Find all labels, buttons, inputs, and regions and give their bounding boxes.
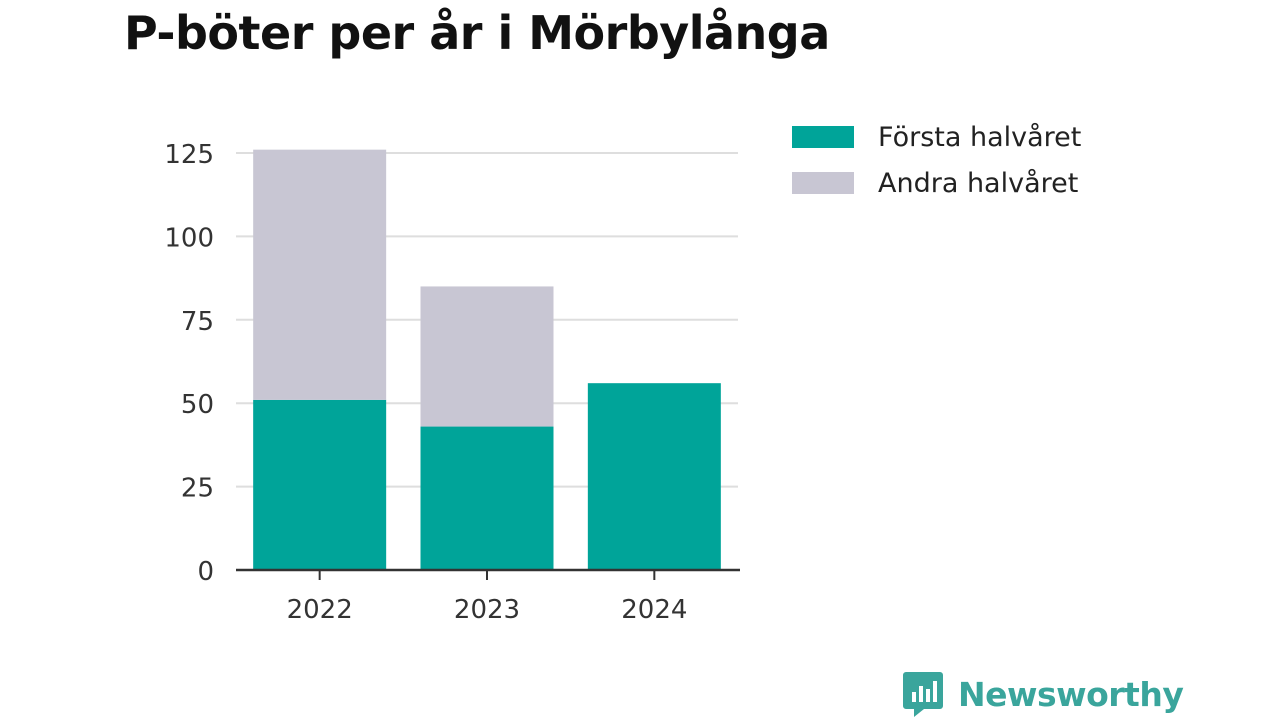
bar-2023-series-1 (420, 426, 554, 570)
brand-logo: Newsworthy (902, 670, 1184, 718)
y-tick-label-125: 125 (164, 140, 214, 170)
bar-2022-series-1 (253, 399, 387, 570)
y-tick-label-75: 75 (181, 307, 214, 337)
legend-label-series-1: Första halvåret (878, 121, 1082, 153)
chart-title: P-böter per år i Mörbylånga (124, 6, 830, 60)
legend-label-series-2: Andra halvåret (878, 167, 1079, 199)
brand-name: Newsworthy (958, 674, 1184, 714)
bar-2022-series-2 (253, 149, 387, 400)
bar-2023-series-2 (420, 286, 554, 427)
x-tick-label-2024: 2024 (621, 595, 687, 625)
legend-item-series-2: Andra halvåret (792, 160, 1081, 206)
y-tick-label-50: 50 (181, 390, 214, 420)
x-tick-label-2022: 2022 (287, 595, 353, 625)
y-tick-label-100: 100 (164, 223, 214, 253)
legend-item-series-1: Första halvåret (792, 114, 1081, 160)
bar-2024-series-1 (587, 383, 721, 570)
bar-chart-speech-bubble-icon (903, 672, 943, 717)
x-tick-label-2023: 2023 (454, 595, 520, 625)
legend: Första halvåret Andra halvåret (792, 114, 1081, 206)
y-tick-label-25: 25 (181, 474, 214, 504)
y-tick-label-0: 0 (197, 557, 214, 587)
legend-swatch-series-2 (792, 172, 854, 194)
legend-swatch-series-1 (792, 126, 854, 148)
